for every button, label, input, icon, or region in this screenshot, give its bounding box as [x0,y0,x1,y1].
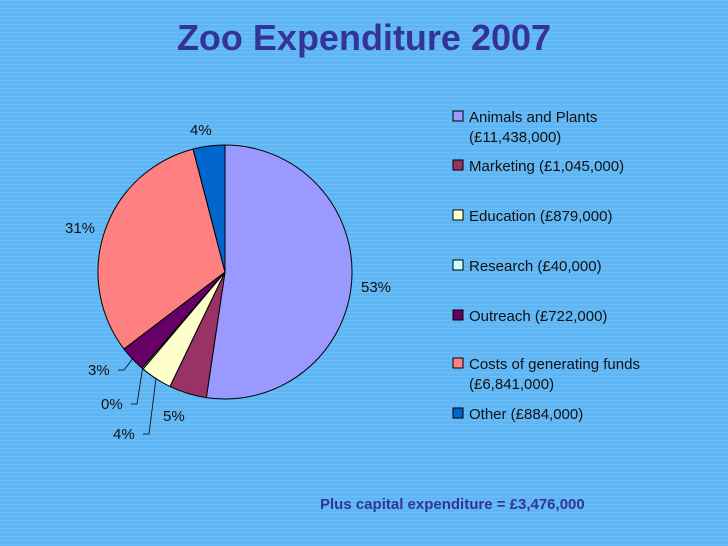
legend-entry-label: (£11,438,000) [469,129,561,146]
slice-percent-label: 5% [163,408,185,425]
pie-slice [192,144,226,273]
slice-percent-label: 3% [88,362,110,379]
page-title: Zoo Expenditure 2007 [176,17,552,58]
legend-swatch [452,209,464,221]
legend-entry-label: (£6,841,000) [469,376,554,393]
legend-entry-label: Education (£879,000) [469,208,612,225]
leader-line [131,368,143,405]
capital-expenditure-note: Plus capital expenditure = £3,476,000 [320,496,585,513]
slice-percent-label: 31% [65,220,95,237]
slice-percent-label: 53% [361,279,391,296]
legend-entry-label: Marketing (£1,045,000) [469,158,624,175]
legend-entry-label: Other (£884,000) [469,406,583,423]
label-leader-lines [118,358,157,435]
slice-percent-label: 4% [190,122,212,139]
pie-slice [97,148,226,350]
pie-slice [205,144,353,400]
legend-swatch [452,357,464,369]
leader-line [118,358,133,371]
legend-swatch [452,110,464,122]
legend-entry-label: Research (£40,000) [469,258,602,275]
legend-swatch [452,309,464,321]
legend-swatch [452,407,464,419]
legend-swatch [452,259,464,271]
percent-labels: 53% 5% 4% 0% 3% 31% 4% [65,122,391,443]
legend-entry-label: Costs of generating funds [469,356,640,373]
slice-percent-label: 4% [113,426,135,443]
leader-line [143,378,157,435]
legend-entry-label: Outreach (£722,000) [469,308,607,325]
chart-legend: Animals and Plants (£11,438,000) Marketing… [452,109,640,423]
pie-slices [97,144,353,400]
legend-swatch [452,159,464,171]
legend-entry-label: Animals and Plants [469,109,597,126]
slice-percent-label: 0% [101,396,123,413]
